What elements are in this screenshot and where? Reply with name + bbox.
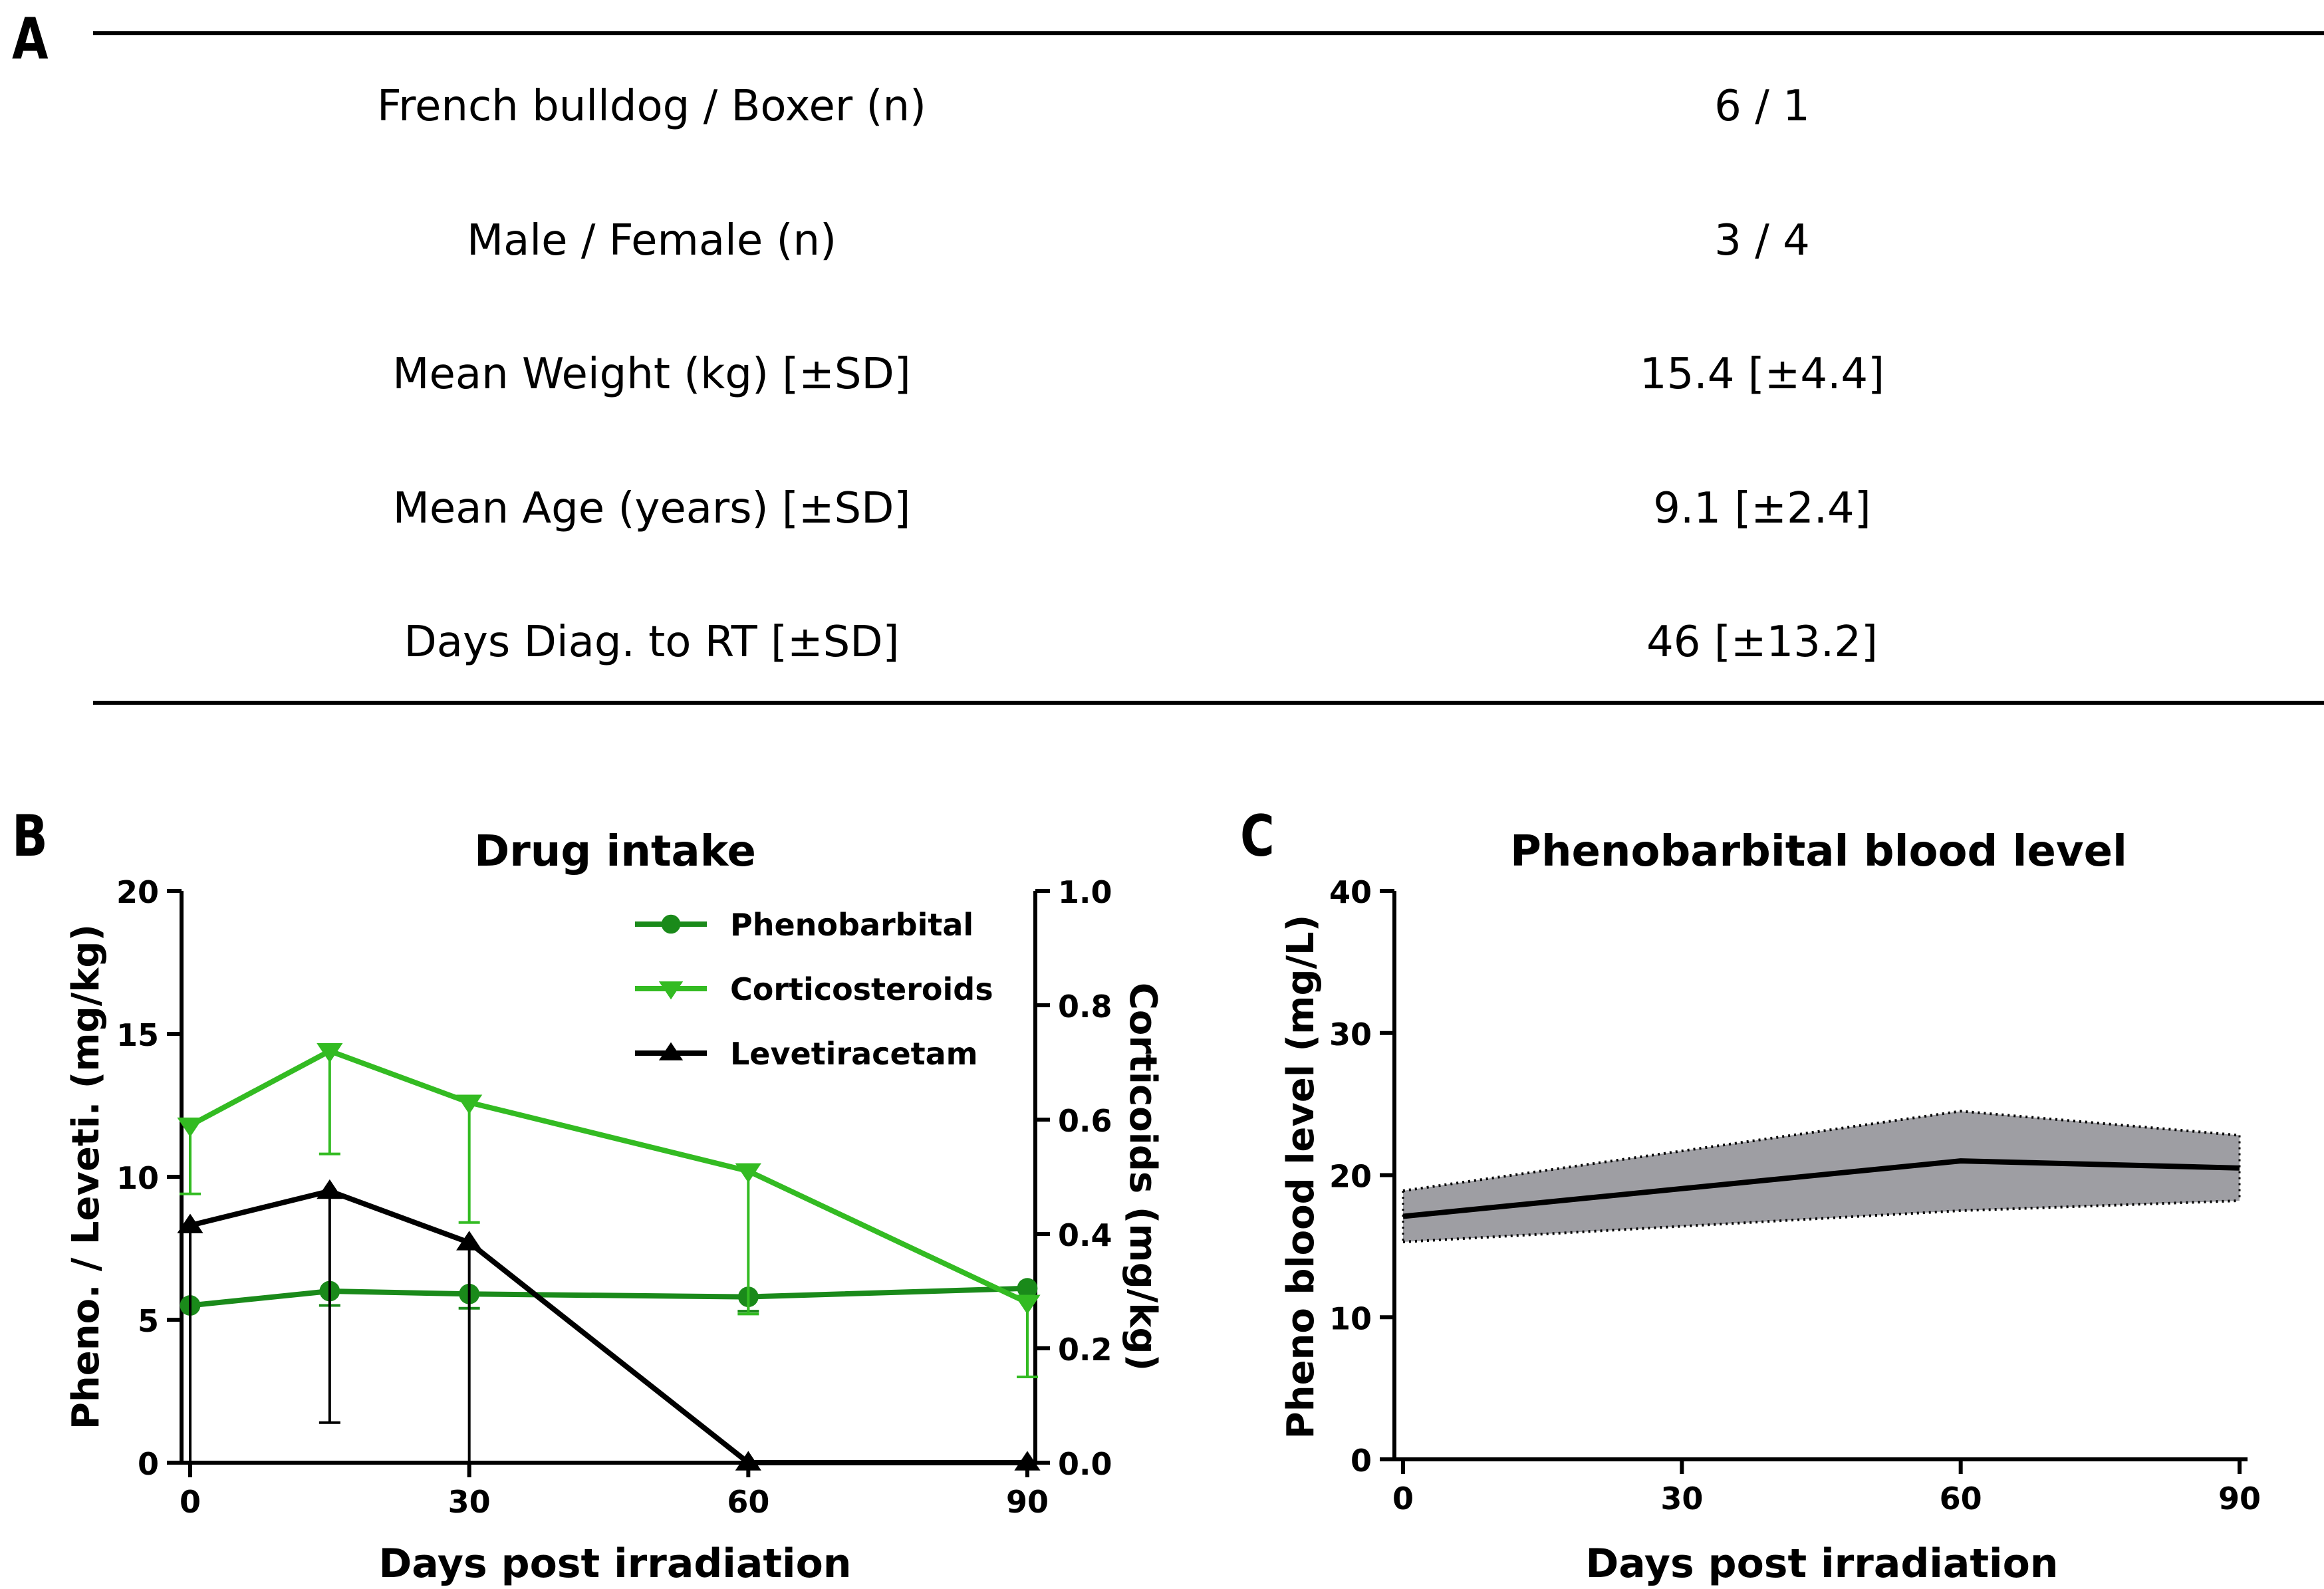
y-tick-label: 10	[116, 1160, 159, 1196]
y2-tick-label: 1.0	[1058, 874, 1112, 910]
x-tick-label: 0	[180, 1484, 201, 1520]
data-point	[661, 914, 681, 934]
row-label: French bulldog / Boxer (n)	[376, 82, 927, 131]
y-tick-label: 0	[138, 1446, 159, 1482]
y2-tick-label: 0.2	[1058, 1332, 1112, 1368]
data-point	[1017, 1278, 1038, 1299]
row-label: Mean Weight (kg) [±SD]	[392, 350, 911, 399]
x-tick-label: 60	[727, 1484, 769, 1520]
y-axis-label: Pheno. / Leveti. (mg/kg)	[65, 924, 108, 1429]
y-tick-label: 30	[1329, 1017, 1372, 1052]
legend-label: Corticosteroids	[730, 971, 993, 1007]
data-point	[1014, 1451, 1041, 1471]
data-point	[456, 1094, 483, 1114]
x-tick-label: 0	[1392, 1481, 1414, 1517]
y-tick-label: 10	[1329, 1300, 1372, 1336]
data-point	[735, 1163, 761, 1183]
row-label: Male / Female (n)	[466, 216, 837, 265]
row-value: 15.4 [±4.4]	[1639, 350, 1885, 399]
panel-label-b: B	[12, 803, 48, 870]
table-row: Mean Weight (kg) [±SD] 15.4 [±4.4]	[93, 334, 2324, 414]
data-point	[317, 1179, 343, 1199]
y-tick-label: 40	[1329, 874, 1372, 910]
y-tick-label: 15	[116, 1017, 159, 1053]
y2-tick-label: 0.4	[1058, 1217, 1112, 1253]
legend-label: Phenobarbital	[730, 907, 973, 943]
chart-title: Drug intake	[474, 827, 756, 876]
data-point	[456, 1231, 483, 1251]
row-value: 9.1 [±2.4]	[1653, 484, 1871, 533]
lower-bound-line	[1402, 1199, 2240, 1243]
y-tick-label: 20	[1329, 1159, 1372, 1195]
data-point	[177, 1213, 203, 1233]
x-tick-label: 90	[2218, 1481, 2261, 1517]
panel-label-c: C	[1240, 803, 1275, 870]
x-axis-label: Days post irradiation	[1585, 1540, 2058, 1587]
row-value: 3 / 4	[1714, 216, 1810, 265]
data-point	[1014, 1294, 1041, 1314]
x-tick-label: 90	[1006, 1484, 1049, 1520]
x-axis-label: Days post irradiation	[378, 1540, 851, 1587]
data-point	[658, 1042, 684, 1060]
row-label: Days Diag. to RT [±SD]	[404, 618, 900, 667]
y-tick-label: 5	[138, 1303, 159, 1339]
mean-line	[1402, 1158, 2240, 1219]
table-bottom-rule	[93, 701, 2324, 705]
data-point	[317, 1043, 343, 1063]
x-tick-label: 30	[1660, 1481, 1703, 1517]
legend-label: Levetiracetam	[730, 1036, 978, 1072]
chart-title: Phenobarbital blood level	[1510, 827, 2127, 876]
row-value: 6 / 1	[1714, 82, 1810, 131]
table-row: Mean Age (years) [±SD] 9.1 [±2.4]	[93, 469, 2324, 549]
table-row: Days Diag. to RT [±SD] 46 [±13.2]	[93, 602, 2324, 682]
y-tick-label: 0	[1351, 1443, 1372, 1479]
table-row: French bulldog / Boxer (n) 6 / 1	[93, 66, 2324, 146]
y-axis-label: Pheno blood level (mg/L)	[1279, 915, 1323, 1439]
data-point	[658, 981, 684, 1000]
data-point	[735, 1451, 761, 1471]
table-row: Male / Female (n) 3 / 4	[93, 201, 2324, 281]
row-label: Mean Age (years) [±SD]	[392, 484, 911, 533]
table-top-rule	[93, 31, 2324, 35]
x-tick-label: 60	[1940, 1481, 1982, 1517]
y2-tick-label: 0.6	[1058, 1103, 1112, 1139]
data-point	[177, 1117, 203, 1138]
y2-axis-label: Corticoids (mg/kg)	[1121, 983, 1164, 1371]
panel-label-a: A	[12, 6, 49, 72]
upper-bound-line	[1402, 1110, 2240, 1192]
y2-tick-label: 0.8	[1058, 989, 1112, 1025]
y-tick-label: 20	[116, 874, 159, 910]
y2-tick-label: 0.0	[1058, 1446, 1112, 1482]
row-value: 46 [±13.2]	[1646, 618, 1878, 667]
x-tick-label: 30	[448, 1484, 491, 1520]
